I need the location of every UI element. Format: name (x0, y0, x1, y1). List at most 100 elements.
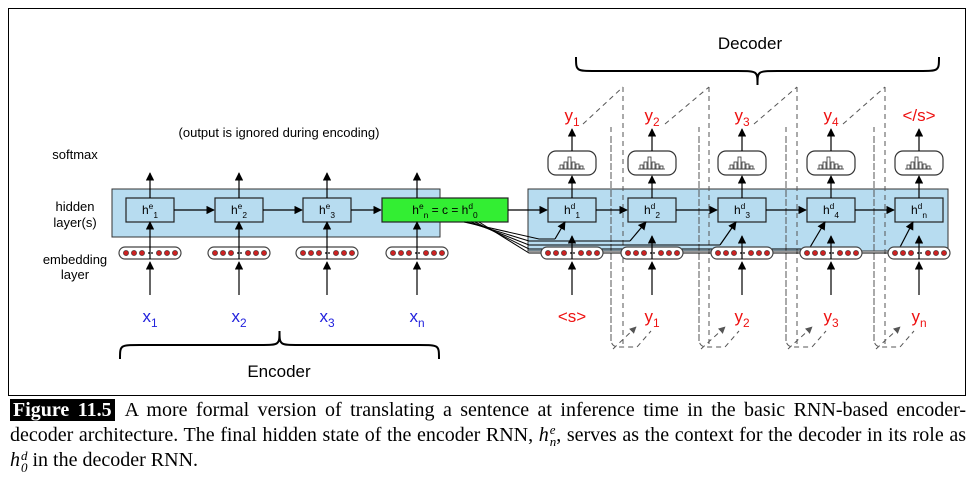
encoding-note: (output is ignored during encoding) (179, 125, 380, 140)
decoder-softmax-box-bar (563, 161, 568, 170)
encoder-input-token: x1 (142, 307, 158, 330)
decoder-softmax-box-bar (579, 165, 584, 170)
decoder-embedding-dot (764, 250, 770, 256)
context-fanout-arrow (554, 221, 566, 240)
caption-var2-sub: 0 (21, 459, 28, 475)
encoder-embedding-dot (261, 250, 267, 256)
decoder-output-token: y3 (734, 106, 750, 129)
decoder-softmax-box-bar (926, 165, 931, 170)
context-fanout-line (463, 221, 555, 240)
decoder-embedding-dot (578, 250, 584, 256)
decoder-embedding-dot (853, 250, 859, 256)
decoder-embedding-dot (812, 250, 818, 256)
decoder-softmax-box-bar (729, 164, 734, 170)
decoder-output-token: y1 (564, 106, 580, 129)
caption-text-part1: A more formal version of translating a s… (10, 399, 966, 446)
encoder-embedding-ellipsis (151, 252, 153, 254)
encoder-brace (119, 330, 440, 360)
decoder-softmax-box-bar (737, 156, 742, 170)
decoder-embedding-dot (837, 250, 843, 256)
decoder-softmax-box-bar (733, 161, 738, 170)
decoder-feedback-arrow (875, 326, 901, 350)
decoder-softmax-box-bar (910, 161, 915, 170)
decoder-embedding-ellipsis (653, 252, 655, 254)
encoder-embedding-dot (220, 250, 226, 256)
decoder-hidden-label: hd4 (823, 201, 839, 220)
hidden-row-label: hidden (55, 199, 94, 214)
encoder-input-token: xn (409, 307, 424, 330)
decoder-softmax-box-bar (639, 164, 644, 170)
encoder-embedding-dot (406, 250, 412, 256)
caption-var1-sup: e (549, 422, 556, 438)
figure-frame: softmax hidden layer(s) embedding layer (outp… (8, 8, 966, 396)
context-fanout-arrow (629, 221, 647, 242)
decoder-softmax-box-bar (741, 161, 746, 170)
decoder-embedding-dot (666, 250, 672, 256)
caption-var2-base: h (10, 449, 20, 472)
decoder-embedding-dot (723, 250, 729, 256)
decoder-softmax-box-bar (647, 156, 652, 170)
decoder-embedding-dot (804, 250, 810, 256)
decoder-softmax-box-bar (830, 161, 835, 170)
encoder-embedding-dot (212, 250, 218, 256)
decoder-embedding-ellipsis (832, 252, 834, 254)
encoder-embedding-dot (253, 250, 259, 256)
caption-var1-base: h (538, 424, 549, 446)
decoder-softmax-box-bar (655, 163, 660, 170)
caption-var1-sub: n (549, 434, 557, 450)
caption-text-part3: in the decoder RNN. (32, 449, 199, 472)
decoder-embedding-dot (674, 250, 680, 256)
decoder-embedding-dot (845, 250, 851, 256)
decoder-softmax-box-bar (575, 163, 580, 170)
decoder-embedding-dot (633, 250, 639, 256)
encoder-embedding-dot (139, 250, 145, 256)
decoder-brace (575, 56, 940, 86)
encoder-embedding-dot (316, 250, 322, 256)
encoder-embedding-dot (123, 250, 129, 256)
decoder-softmax-box-bar (826, 156, 831, 170)
caption-text-part2: , serves as the context for the decoder … (556, 424, 967, 446)
decoder-feedback-lane-top (582, 86, 624, 125)
context-vector-label: hen = c = hd0 (412, 201, 478, 220)
decoder-hidden-label: hd3 (734, 201, 750, 220)
decoder-embedding-dot (658, 250, 664, 256)
decoder-softmax-box-bar (818, 164, 823, 170)
decoder-softmax-box-bar (571, 161, 576, 170)
encoder-embedding-dot (308, 250, 314, 256)
encoder-input-token: x3 (319, 307, 335, 330)
decoder-embedding-dot (756, 250, 762, 256)
decoder-embedding-ellipsis (920, 252, 922, 254)
encoder-embedding-dot (333, 250, 339, 256)
decoder-softmax-box-bar (559, 164, 564, 170)
figure-label: Figure 11.5 (10, 399, 115, 421)
decoder-hidden-label: hd1 (564, 201, 580, 220)
encoder-embedding-ellipsis (328, 252, 330, 254)
decoder-output-token: y2 (644, 106, 660, 129)
softmax-row-label: softmax (52, 147, 98, 162)
encoder-embedding-dot (300, 250, 306, 256)
decoder-softmax-box-bar (745, 163, 750, 170)
decoder-softmax-box-bar (749, 165, 754, 170)
encoder-embedding-dot (349, 250, 355, 256)
encoder-embedding-dot (423, 250, 429, 256)
encoder-embedding-dot (228, 250, 234, 256)
decoder-embedding-dot (553, 250, 559, 256)
decoder-embedding-dot (586, 250, 592, 256)
decoder-hidden-label: hd2 (644, 201, 660, 220)
context-fanout-arrow (808, 221, 826, 250)
decoder-embedding-dot (892, 250, 898, 256)
decoder-output-token: y4 (823, 106, 839, 129)
encoder-embedding-dot (156, 250, 162, 256)
decoder-embedding-dot (900, 250, 906, 256)
encoder-embedding-ellipsis (240, 252, 242, 254)
decoder-input-token: y3 (823, 307, 839, 330)
encoder-hidden-label: he3 (319, 201, 335, 220)
decoder-output-token: </s> (902, 106, 935, 125)
decoder-embedding-dot (715, 250, 721, 256)
decoder-feedback-arrow (787, 326, 813, 350)
encoder-embedding-dot (431, 250, 437, 256)
decoder-feedback-lane-left (873, 127, 915, 348)
decoder-embedding-dot (925, 250, 931, 256)
